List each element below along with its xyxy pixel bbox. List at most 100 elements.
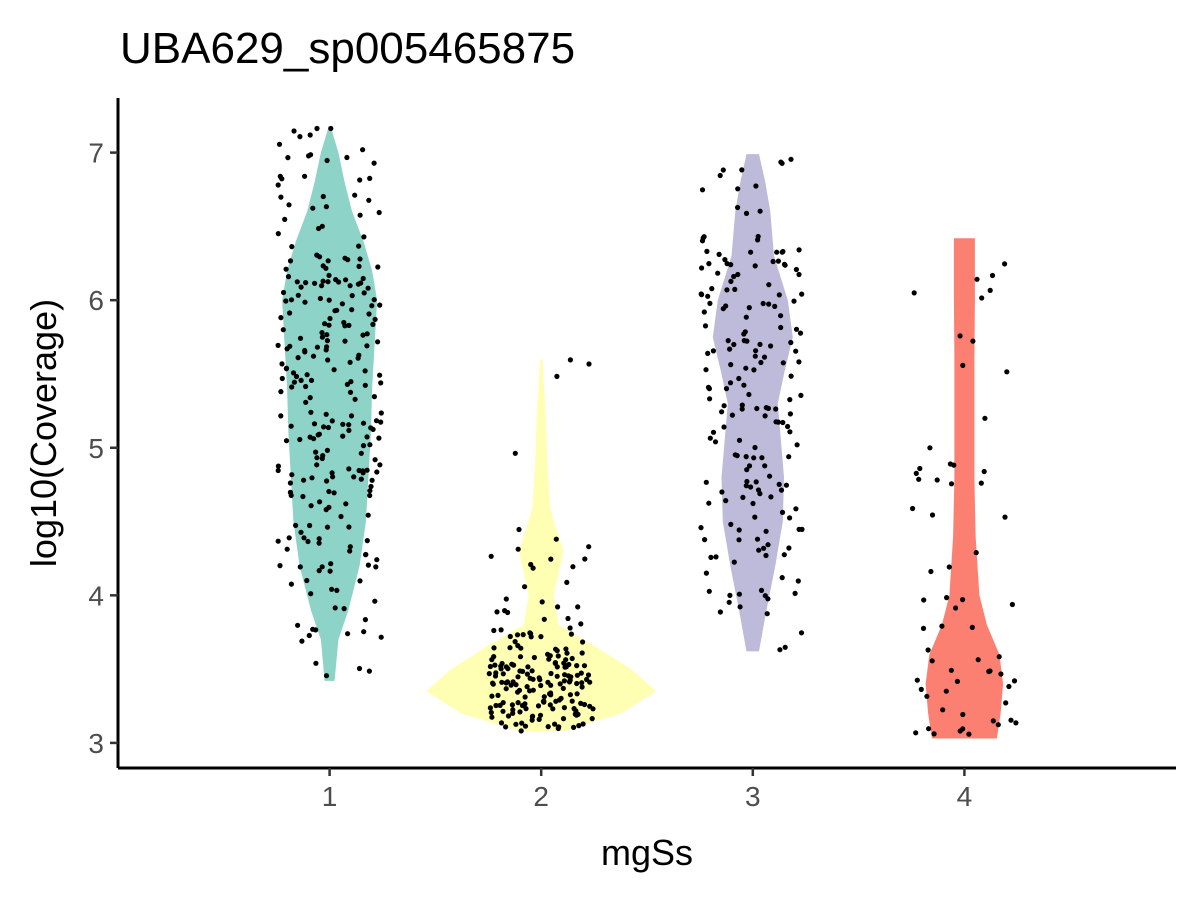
data-point	[357, 177, 363, 183]
data-point	[357, 578, 363, 584]
data-point	[522, 694, 528, 700]
data-point	[699, 187, 706, 193]
data-point	[1003, 700, 1009, 706]
data-point	[579, 650, 585, 656]
data-point	[507, 645, 513, 651]
data-point	[509, 661, 515, 667]
data-point	[772, 303, 778, 309]
data-point	[797, 330, 804, 336]
data-point	[291, 379, 297, 385]
data-point	[377, 462, 383, 468]
data-point	[316, 536, 322, 542]
data-point	[739, 402, 745, 408]
data-point	[743, 210, 750, 216]
data-point	[360, 443, 367, 449]
data-point	[995, 722, 1001, 728]
data-point	[286, 202, 292, 208]
data-point	[564, 650, 570, 656]
data-point	[361, 234, 367, 240]
data-point	[295, 622, 301, 628]
data-point	[928, 568, 934, 575]
data-point	[356, 263, 362, 269]
data-point	[795, 578, 801, 584]
data-point	[699, 265, 705, 271]
data-point	[530, 713, 536, 719]
data-point	[499, 679, 505, 685]
data-point	[770, 258, 776, 265]
data-point	[736, 527, 742, 533]
data-point	[323, 347, 329, 353]
data-point	[316, 540, 322, 546]
data-point	[778, 324, 784, 331]
data-point	[283, 438, 290, 444]
data-point	[326, 272, 332, 278]
data-point	[576, 723, 582, 729]
data-point	[957, 728, 963, 734]
data-point	[783, 482, 790, 488]
data-point	[569, 698, 575, 704]
data-point	[586, 544, 592, 550]
data-point	[361, 629, 367, 635]
data-point	[726, 599, 732, 605]
data-point	[706, 588, 712, 594]
data-point	[981, 468, 987, 475]
data-point	[1004, 369, 1010, 375]
data-point	[740, 494, 746, 500]
data-point	[929, 512, 936, 518]
data-point	[371, 394, 377, 400]
data-point	[960, 711, 966, 718]
data-point	[540, 698, 547, 705]
data-point	[515, 546, 521, 552]
data-point	[728, 362, 734, 368]
data-point	[517, 709, 523, 715]
data-point	[766, 282, 772, 288]
data-point	[368, 425, 374, 431]
data-point	[569, 655, 575, 662]
data-point	[307, 434, 313, 440]
data-point	[346, 322, 352, 328]
data-point	[522, 701, 528, 707]
data-point	[753, 479, 759, 485]
data-point	[553, 698, 559, 704]
data-point	[713, 554, 719, 560]
data-point	[940, 707, 946, 713]
data-point	[329, 418, 335, 424]
y-tick-label: 7	[88, 138, 104, 169]
data-point	[360, 147, 366, 153]
data-point	[768, 494, 774, 500]
data-point	[515, 689, 521, 695]
data-point	[728, 521, 734, 528]
data-point	[565, 673, 572, 679]
data-point	[717, 609, 724, 615]
data-point	[285, 155, 291, 161]
data-point	[333, 277, 339, 283]
data-point	[326, 504, 332, 510]
data-point	[492, 662, 498, 668]
data-point	[707, 435, 713, 441]
data-point	[716, 251, 722, 257]
data-point	[766, 301, 772, 307]
data-point	[364, 331, 370, 337]
data-point	[374, 557, 380, 563]
data-point	[554, 373, 560, 379]
data-point	[756, 547, 762, 553]
data-point	[308, 152, 314, 158]
data-point	[329, 470, 335, 476]
data-point	[987, 668, 993, 674]
data-point	[721, 403, 727, 409]
data-point	[347, 548, 353, 554]
data-point	[589, 716, 595, 722]
data-point	[578, 621, 584, 627]
data-point	[298, 284, 304, 290]
data-point	[302, 349, 308, 355]
data-point	[752, 353, 758, 359]
data-point	[367, 175, 373, 181]
data-point	[280, 327, 286, 333]
data-point	[765, 405, 772, 411]
data-point	[365, 562, 371, 568]
data-point	[348, 413, 355, 419]
data-point	[550, 706, 556, 712]
data-point	[275, 467, 281, 474]
data-point	[329, 586, 335, 592]
data-point	[491, 627, 497, 634]
